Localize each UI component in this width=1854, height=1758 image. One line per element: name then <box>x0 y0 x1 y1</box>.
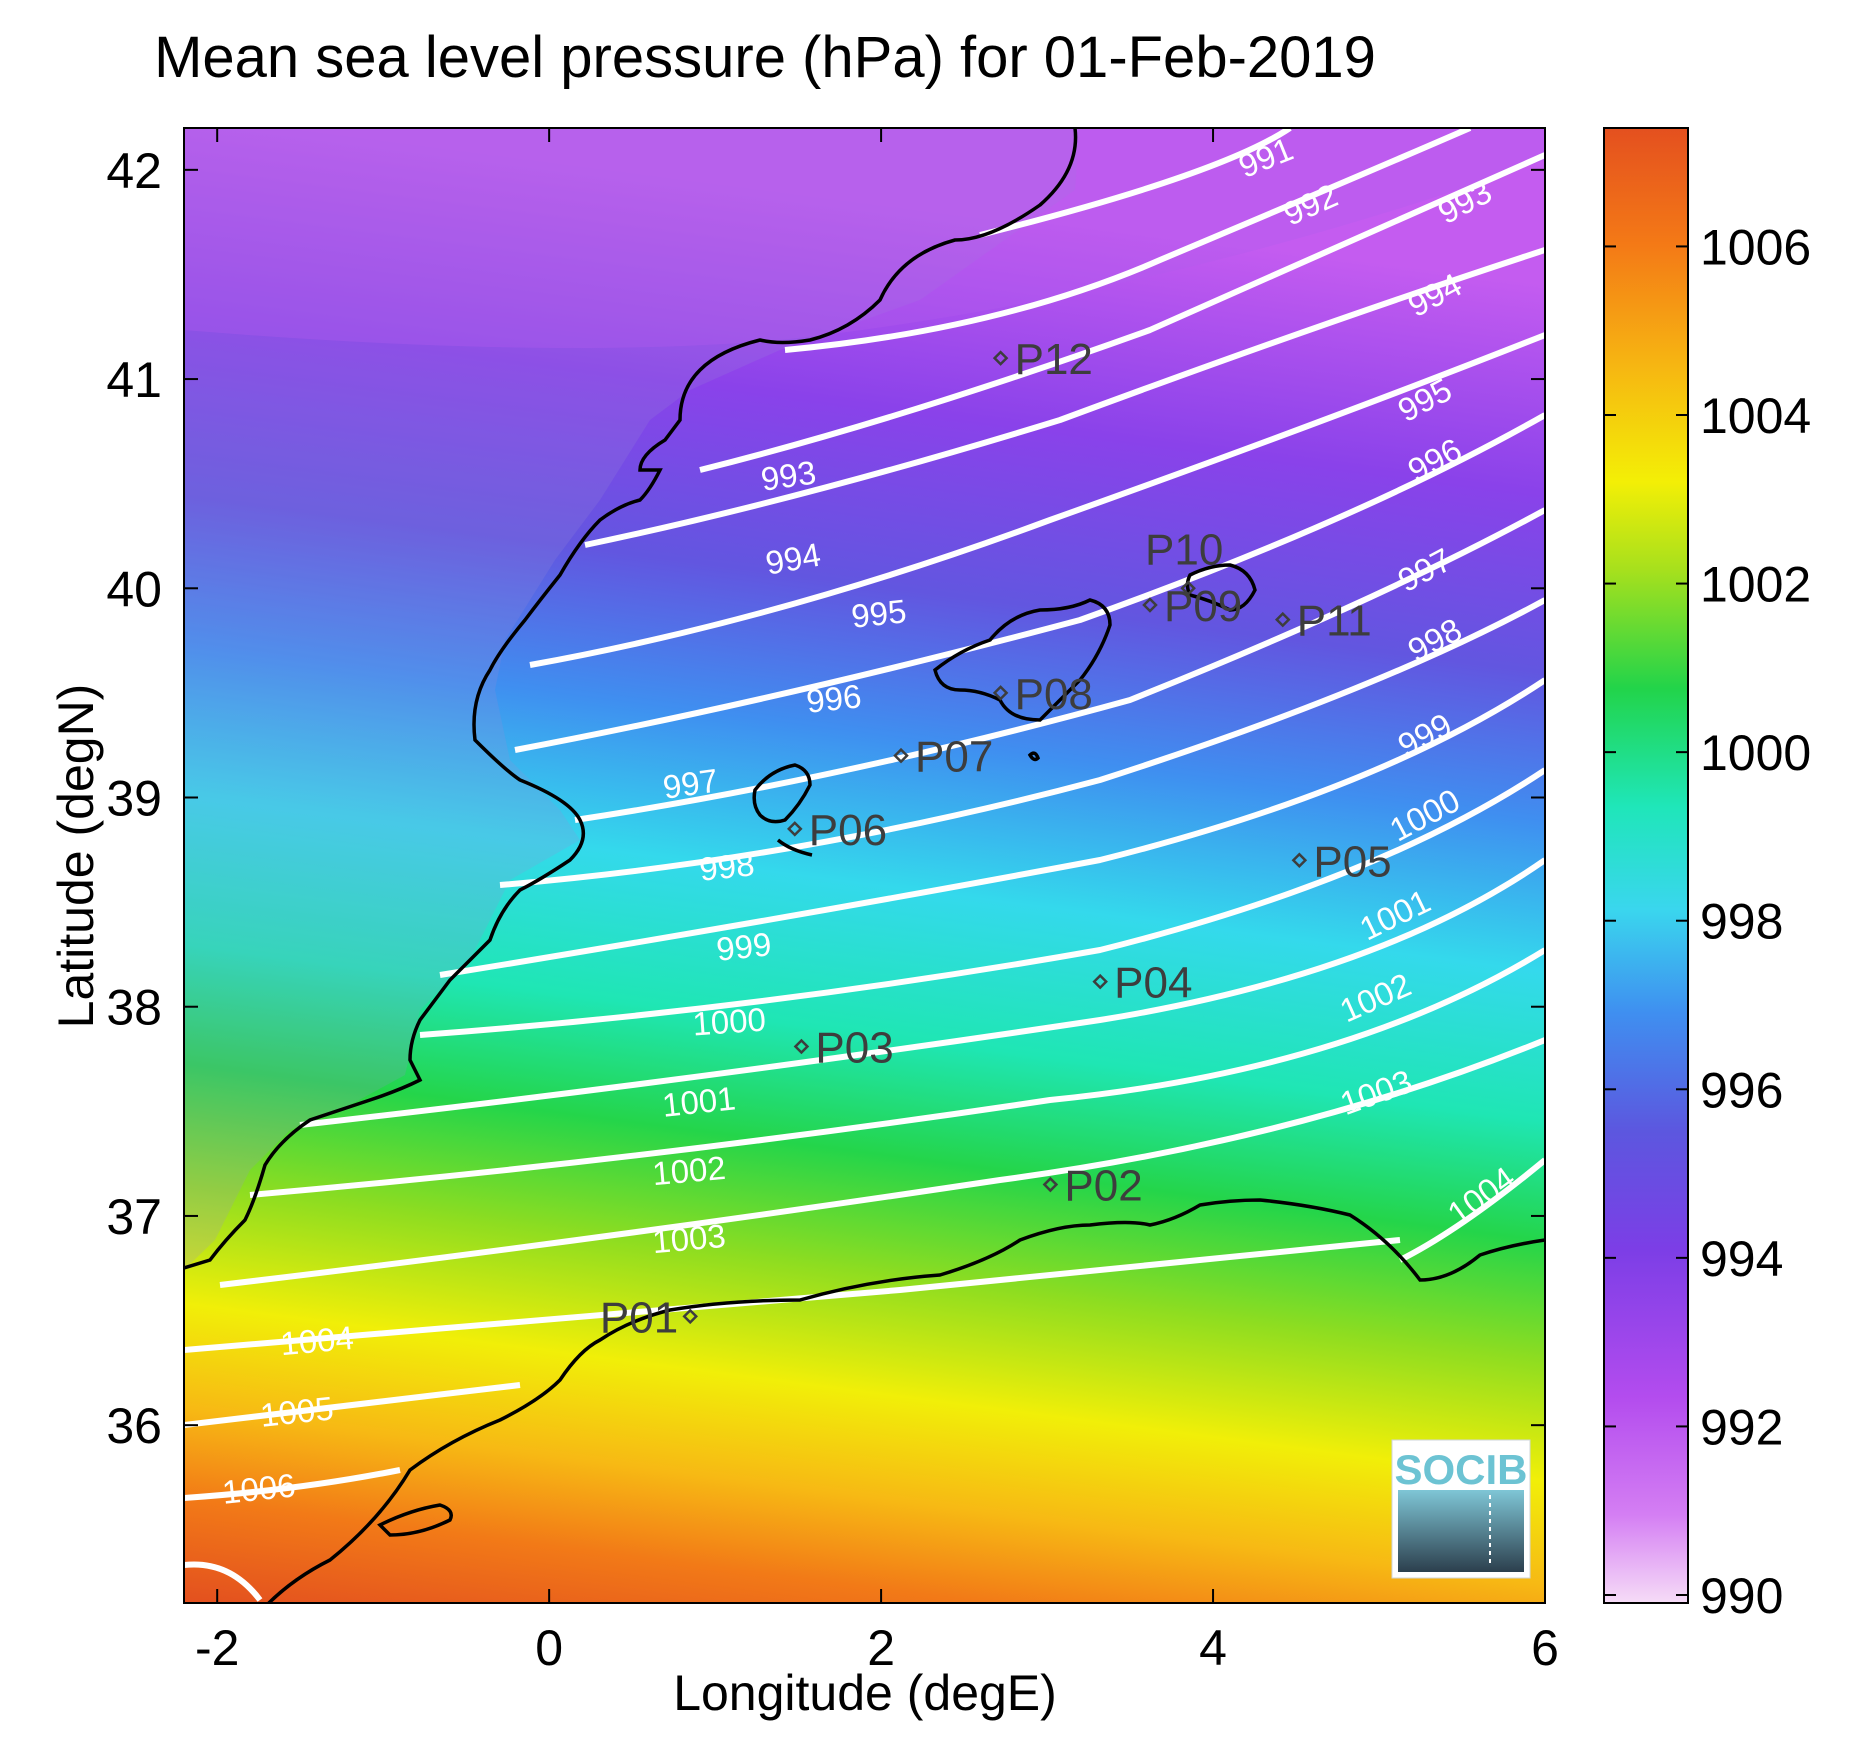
colorbar-tick-label: 992 <box>1700 1399 1783 1455</box>
y-tick-label: 39 <box>106 771 162 827</box>
isobar-label: 1000 <box>691 1001 767 1043</box>
colorbar-ticks: 990 992 994 996 998 1000 1002 1004 1006 <box>1604 219 1811 1624</box>
isobar-label: 995 <box>849 592 908 635</box>
socib-logo-text: SOCIB <box>1394 1446 1527 1493</box>
station-label: P05 <box>1313 837 1391 886</box>
y-tick-label: 38 <box>106 980 162 1036</box>
map-title: Mean sea level pressure (hPa) for 01-Feb… <box>154 25 1376 90</box>
station-marker <box>1092 973 1108 990</box>
isobar-label: 993 <box>759 453 819 497</box>
station-label: P08 <box>1015 670 1093 719</box>
station-label: P04 <box>1114 959 1192 1008</box>
isobar-label: 1004 <box>279 1319 355 1362</box>
y-axis-label: Latitude (degN) <box>48 683 104 1029</box>
station-marker <box>1042 1176 1059 1193</box>
plot-frame <box>183 127 1546 1604</box>
station-label: P01 <box>600 1293 678 1342</box>
colorbar-tick-label: 996 <box>1700 1062 1783 1118</box>
station-label: P12 <box>1015 335 1093 384</box>
isobar-label: 1006 <box>220 1466 297 1510</box>
colorbar-tick-label: 1004 <box>1700 388 1811 444</box>
station-marker <box>992 685 1009 701</box>
colorbar-tick-label: 998 <box>1700 894 1783 950</box>
isobar-label: 998 <box>697 845 756 888</box>
station-label: P07 <box>915 733 993 782</box>
station-marker <box>793 1038 810 1055</box>
isobar-label: 1003 <box>651 1217 727 1260</box>
pressure-field <box>184 128 1545 1603</box>
x-tick-label: 6 <box>1531 1620 1559 1676</box>
colorbar-tick-label: 1000 <box>1700 725 1811 781</box>
colorbar-tick-label: 1002 <box>1700 557 1811 613</box>
station-label: P06 <box>809 806 887 855</box>
x-tick-label: 0 <box>535 1620 563 1676</box>
station-label: P09 <box>1164 582 1242 631</box>
station-marker <box>787 821 803 837</box>
station-marker <box>992 350 1009 366</box>
isobar-label: 1002 <box>651 1149 727 1192</box>
y-tick-label: 36 <box>106 1398 162 1454</box>
station-label: P11 <box>1297 597 1372 646</box>
x-axis-label: Longitude (degE) <box>673 1665 1057 1721</box>
y-tick-label: 40 <box>106 561 162 617</box>
y-tick-label: 37 <box>106 1189 162 1245</box>
station-marker <box>682 1308 698 1325</box>
station-marker <box>1142 597 1158 613</box>
station-marker <box>1180 580 1196 597</box>
y-tick-label: 41 <box>106 352 162 408</box>
station-markers: P01 P02 P03 P04 P05 P06 P07 P08 P09 P10 P11 P12 <box>600 335 1392 1342</box>
station-label: P10 <box>1145 525 1223 574</box>
y-axis-ticks: 36 37 38 39 40 41 42 <box>106 143 1545 1454</box>
x-tick-label: -2 <box>195 1620 239 1676</box>
colorbar-tick-label: 1006 <box>1700 219 1811 275</box>
socib-logo: SOCIB <box>1391 1439 1531 1579</box>
y-tick-label: 42 <box>106 143 162 199</box>
x-tick-label: 2 <box>867 1620 895 1676</box>
coastline <box>184 128 1545 1603</box>
isobar-label: 1005 <box>258 1389 335 1433</box>
isobar-label: 999 <box>714 925 773 968</box>
station-marker <box>893 747 909 764</box>
station-marker <box>1274 611 1291 628</box>
station-label: P03 <box>815 1023 893 1072</box>
isobar-label: 996 <box>804 677 863 720</box>
x-tick-label: 4 <box>1199 1620 1227 1676</box>
colorbar <box>1603 127 1689 1604</box>
isobar-label: 1001 <box>660 1079 737 1123</box>
colorbar-tick-label: 994 <box>1700 1231 1783 1287</box>
isobar-lines <box>184 128 1545 1602</box>
isobar-label: 997 <box>661 761 721 805</box>
x-axis-ticks: -2 0 2 4 6 <box>195 128 1559 1676</box>
station-label: P02 <box>1064 1162 1142 1211</box>
colorbar-tick-label: 990 <box>1700 1568 1783 1624</box>
station-marker <box>1291 852 1308 869</box>
